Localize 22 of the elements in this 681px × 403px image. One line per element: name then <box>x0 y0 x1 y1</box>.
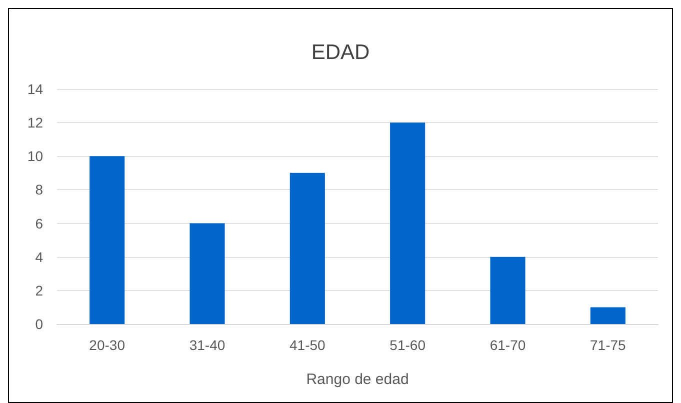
x-tick-label: 20-30 <box>89 337 126 353</box>
chart-title: EDAD <box>311 41 370 64</box>
y-tick-label: 8 <box>35 182 44 198</box>
bar <box>490 256 526 324</box>
x-tick-label: 61-70 <box>490 337 526 353</box>
y-tick-label: 4 <box>35 248 44 265</box>
x-tick-label: 51-60 <box>390 337 426 353</box>
x-tick-label: 31-40 <box>189 337 226 353</box>
x-tick-label: 41-50 <box>290 337 326 353</box>
y-tick-label: 12 <box>27 114 44 131</box>
y-tick-label: 0 <box>35 316 44 332</box>
y-tick-label: 6 <box>35 215 44 232</box>
x-tick-label: 71-75 <box>590 337 626 353</box>
bar <box>190 223 225 324</box>
x-axis-title: Rango de edad <box>306 371 409 388</box>
bar <box>290 172 325 324</box>
y-tick-label: 14 <box>27 81 44 97</box>
y-tick-label: 2 <box>35 282 44 298</box>
bar <box>590 307 626 324</box>
y-tick-label: 10 <box>27 148 44 164</box>
bar <box>390 122 426 324</box>
bar <box>90 156 125 324</box>
